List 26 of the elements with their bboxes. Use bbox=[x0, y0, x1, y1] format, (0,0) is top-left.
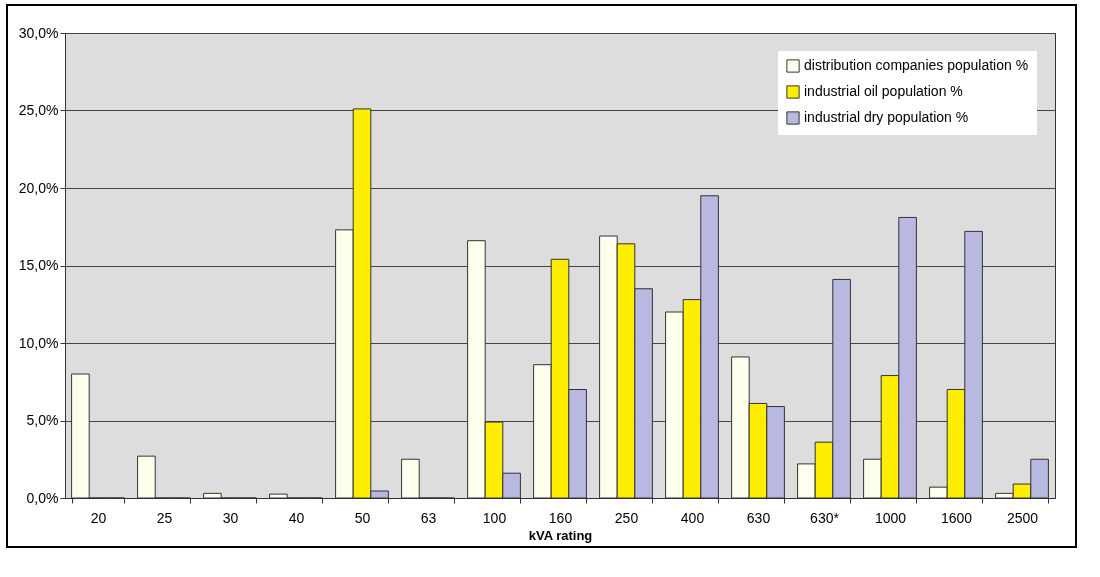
y-tick-label: 15,0% bbox=[18, 257, 59, 273]
x-tick-label: 100 bbox=[482, 509, 507, 526]
x-tick-label: 2500 bbox=[1006, 509, 1039, 526]
x-tick-label: 250 bbox=[614, 509, 639, 526]
x-tick-label: 1600 bbox=[940, 509, 973, 526]
x-tick-label: 1000 bbox=[874, 509, 907, 526]
y-tick-label: 20,0% bbox=[18, 179, 59, 196]
x-tick-label: 630 bbox=[746, 509, 771, 526]
x-tick-label: 30 bbox=[222, 509, 239, 526]
y-tick-label: 25,0% bbox=[18, 102, 59, 118]
y-tick-label: 5,0% bbox=[26, 412, 59, 428]
y-tick-label: 0,0% bbox=[26, 489, 59, 506]
y-tick-label: 10,0% bbox=[18, 334, 59, 351]
y-tick-label: 30,0% bbox=[18, 24, 59, 41]
x-tick-label: 50 bbox=[354, 509, 371, 526]
x-tick-label: 63 bbox=[420, 509, 437, 526]
legend-label: industrial oil population % bbox=[804, 83, 963, 99]
x-tick-label: 630* bbox=[810, 509, 840, 526]
x-tick-label: 40 bbox=[288, 509, 305, 526]
legend-label: industrial dry population % bbox=[804, 109, 969, 125]
x-tick-label: 400 bbox=[680, 509, 705, 526]
x-tick-label: 25 bbox=[156, 509, 173, 526]
x-axis-title: kVA rating bbox=[528, 527, 593, 543]
x-tick-label: 20 bbox=[90, 509, 107, 526]
legend-label: distribution companies population % bbox=[804, 57, 1029, 73]
x-tick-label: 160 bbox=[548, 509, 573, 526]
